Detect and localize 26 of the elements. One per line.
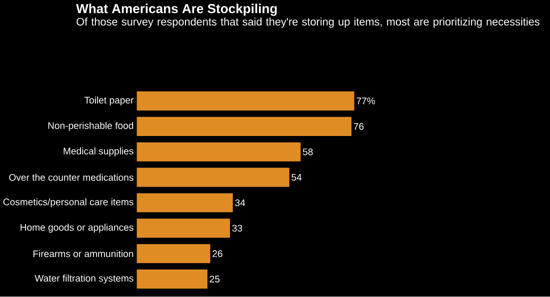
bar: [136, 142, 301, 162]
data-label: 33: [232, 224, 242, 232]
bar: [136, 244, 210, 264]
y-tick-label: Toilet paper: [84, 96, 134, 106]
y-tick-label: Home goods or appliances: [20, 224, 134, 233]
bar: [136, 193, 233, 212]
bar: [136, 218, 230, 238]
data-label: 25: [210, 276, 220, 283]
y-tick-label: Non-perishable food: [48, 122, 134, 132]
y-tick-label: Over the counter medications: [9, 174, 134, 181]
y-tick-label: Firearms or ammunition: [33, 250, 134, 258]
bar: [136, 168, 290, 188]
data-label: 76: [354, 123, 364, 130]
data-label: 58: [302, 148, 313, 156]
data-label: 77%: [356, 98, 375, 104]
chart-subtitle: Of those survey respondents that said they're storing up items, most are prioritizing necessities: [76, 18, 540, 28]
bar: [136, 92, 354, 111]
data-label: 54: [292, 174, 302, 181]
chart-title: What Americans Are Stockpiling: [76, 4, 277, 16]
data-label: 34: [235, 200, 246, 206]
y-tick-label: Medical supplies: [64, 148, 134, 156]
y-tick-label: Water filtration systems: [34, 274, 134, 284]
y-tick-label: Cosmetics/personal care items: [3, 198, 134, 208]
bar: [136, 270, 208, 289]
bar: [136, 117, 352, 136]
data-label: 26: [212, 250, 222, 258]
